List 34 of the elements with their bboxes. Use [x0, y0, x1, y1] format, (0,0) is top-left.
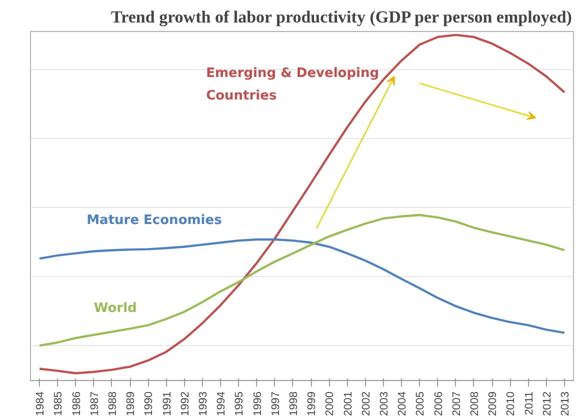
x-tick-label: 2008 [468, 391, 481, 416]
x-tick-label: 2011 [523, 392, 536, 416]
x-tick-label: 1994 [216, 391, 228, 416]
x-tick-label: 1992 [179, 391, 192, 416]
series-label: World [94, 301, 137, 316]
x-tick-label: 1988 [106, 391, 119, 416]
x-tick-label: 1995 [234, 391, 246, 416]
x-tick-label: 2010 [505, 391, 518, 416]
x-tick-label: 1991 [161, 391, 174, 416]
x-tick-label: 2004 [396, 391, 409, 416]
x-tick-label: 2006 [432, 391, 445, 416]
x-tick-label: 1986 [70, 391, 83, 416]
x-tick-label: 1990 [143, 391, 156, 416]
x-tick-label: 2002 [360, 391, 372, 416]
x-tick-label: 1996 [252, 391, 264, 416]
x-tick-label: 2012 [541, 391, 554, 416]
x-tick-label: 2007 [450, 391, 463, 416]
x-tick-label: 1999 [306, 391, 318, 416]
series-label: Mature Economies [86, 212, 222, 228]
x-tick-label: 1997 [270, 391, 282, 416]
x-tick-label: 2005 [414, 391, 427, 416]
chart-title: Trend growth of labor productivity (GDP per person employed) [111, 8, 572, 26]
x-tick-label: 1987 [88, 391, 101, 416]
x-tick-label: 2013 [559, 391, 572, 416]
x-tick-label: 2001 [342, 391, 354, 416]
x-tick-label: 1998 [288, 391, 300, 416]
x-tick-label: 2000 [324, 391, 336, 416]
x-tick-label: 2003 [378, 391, 390, 416]
x-tick-label: 2009 [487, 391, 500, 416]
x-tick-label: 1993 [197, 391, 210, 416]
series-label: Emerging & Developing Countries [206, 66, 380, 104]
x-tick-label: 1984 [34, 391, 47, 416]
x-tick-label: 1985 [52, 391, 65, 416]
x-tick-label: 1989 [125, 391, 138, 416]
